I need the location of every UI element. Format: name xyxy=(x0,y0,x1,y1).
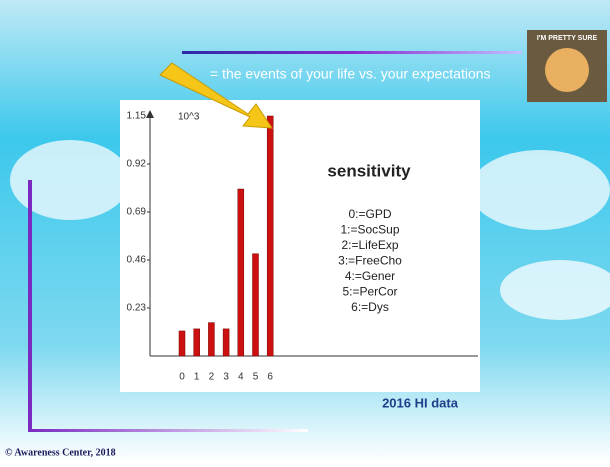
source-note: 2016 HI data xyxy=(382,395,459,410)
legend-line: 0:=GPD xyxy=(348,207,391,221)
bar xyxy=(208,323,214,356)
legend-line: 2:=LifeExp xyxy=(341,238,398,252)
legend-line: 6:=Dys xyxy=(351,300,389,314)
meme-face xyxy=(545,48,589,92)
bar xyxy=(253,254,259,356)
chart-panel xyxy=(120,100,480,392)
bar xyxy=(267,116,273,356)
cloud xyxy=(470,150,610,230)
title-rule xyxy=(182,51,522,54)
caption: = the events of your life vs. your expec… xyxy=(210,66,491,82)
legend-line: 5:=PerCor xyxy=(342,285,397,299)
left-rule xyxy=(28,180,32,432)
x-tick-label: 2 xyxy=(209,372,215,383)
x-tick-label: 5 xyxy=(253,372,259,383)
y-unit-label: 10^3 xyxy=(178,112,200,123)
y-tick-label: 0.46 xyxy=(127,255,147,266)
legend-line: 3:=FreeCho xyxy=(338,254,402,268)
x-tick-label: 1 xyxy=(194,372,200,383)
x-tick-label: 4 xyxy=(238,372,244,383)
legend-line: 4:=Gener xyxy=(345,269,395,283)
x-tick-label: 6 xyxy=(267,372,273,383)
y-tick-label: 0.92 xyxy=(127,159,147,170)
y-tick-label: 0.69 xyxy=(127,207,147,218)
bar xyxy=(179,331,185,356)
bar xyxy=(238,189,244,356)
bar xyxy=(223,329,229,356)
chart-title: sensitivity xyxy=(327,161,411,180)
x-tick-label: 3 xyxy=(223,372,229,383)
footer: © Awareness Center, 2018 xyxy=(5,447,116,458)
slide: = the events of your life vs. your expec… xyxy=(0,0,610,462)
bottom-rule xyxy=(28,429,308,432)
bar xyxy=(194,329,200,356)
legend-line: 1:=SocSup xyxy=(340,223,399,237)
y-tick-label: 0.23 xyxy=(127,303,147,314)
y-tick-label: 1.15 xyxy=(127,111,147,122)
x-tick-label: 0 xyxy=(179,372,185,383)
meme-text: I'M PRETTY SURE xyxy=(537,35,598,42)
